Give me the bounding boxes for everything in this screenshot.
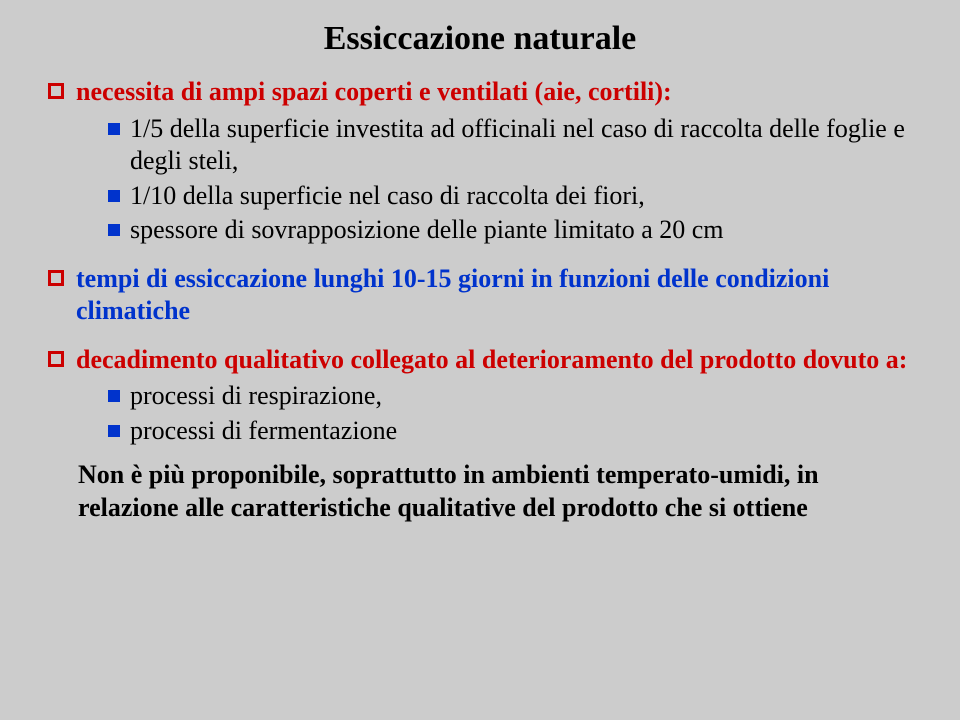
bullet-text: spessore di sovrapposizione delle piante… xyxy=(130,214,724,247)
bullet-square-icon xyxy=(108,190,120,202)
bullet-text: processi di respirazione, xyxy=(130,380,382,413)
bullet-text: 1/5 della superficie investita ad offici… xyxy=(130,113,912,178)
bullet-level1: decadimento qualitativo collegato al det… xyxy=(48,344,912,377)
bullet-level1: necessita di ampi spazi coperti e ventil… xyxy=(48,76,912,109)
bullet-level2: spessore di sovrapposizione delle piante… xyxy=(108,214,912,247)
slide-title: Essiccazione naturale xyxy=(48,20,912,58)
bullet-square-icon xyxy=(108,425,120,437)
bullet-level2: 1/5 della superficie investita ad offici… xyxy=(108,113,912,178)
bullet-level1: tempi di essiccazione lunghi 10-15 giorn… xyxy=(48,263,912,328)
bullet-level2: processi di fermentazione xyxy=(108,415,912,448)
bullet-text: decadimento qualitativo collegato al det… xyxy=(76,344,907,377)
slide-content: necessita di ampi spazi coperti e ventil… xyxy=(48,76,912,447)
bullet-box-icon xyxy=(48,83,64,99)
slide: Essiccazione naturale necessita di ampi … xyxy=(0,0,960,720)
bullet-text: tempi di essiccazione lunghi 10-15 giorn… xyxy=(76,263,912,328)
bullet-level2: 1/10 della superficie nel caso di raccol… xyxy=(108,180,912,213)
bullet-square-icon xyxy=(108,390,120,402)
bullet-level2: processi di respirazione, xyxy=(108,380,912,413)
bullet-square-icon xyxy=(108,123,120,135)
bullet-text: processi di fermentazione xyxy=(130,415,397,448)
bullet-square-icon xyxy=(108,224,120,236)
bullet-text: necessita di ampi spazi coperti e ventil… xyxy=(76,76,672,109)
bullet-text: 1/10 della superficie nel caso di raccol… xyxy=(130,180,645,213)
bullet-box-icon xyxy=(48,351,64,367)
bullet-box-icon xyxy=(48,270,64,286)
slide-footer: Non è più proponibile, soprattutto in am… xyxy=(78,459,912,524)
